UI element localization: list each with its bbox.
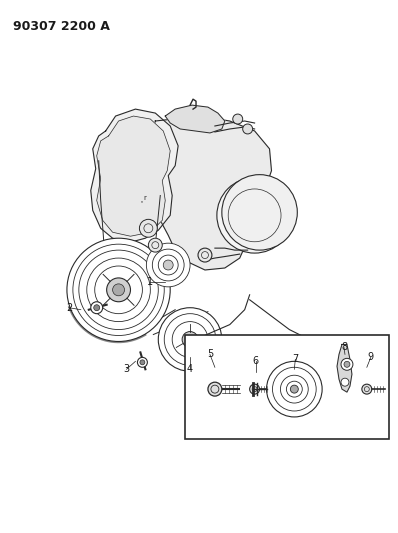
Circle shape: [91, 302, 103, 313]
Circle shape: [362, 384, 372, 394]
Polygon shape: [91, 109, 178, 242]
Circle shape: [107, 278, 131, 302]
Circle shape: [267, 361, 322, 417]
Polygon shape: [165, 105, 225, 133]
Text: 4: 4: [187, 364, 193, 374]
Text: 7: 7: [292, 354, 298, 365]
Text: 8: 8: [341, 342, 347, 352]
Circle shape: [198, 248, 212, 262]
Circle shape: [341, 358, 353, 370]
Circle shape: [243, 124, 253, 134]
Circle shape: [146, 243, 190, 287]
Circle shape: [137, 357, 147, 367]
Bar: [185, 335, 389, 439]
Circle shape: [94, 305, 100, 311]
Text: 3: 3: [123, 364, 130, 374]
Text: 90307 2200 A: 90307 2200 A: [13, 20, 110, 33]
Text: 5: 5: [207, 350, 213, 359]
Text: 1: 1: [147, 277, 153, 287]
Ellipse shape: [217, 177, 293, 253]
Text: 6: 6: [253, 357, 259, 366]
Polygon shape: [337, 344, 352, 392]
Circle shape: [233, 114, 243, 124]
Circle shape: [182, 332, 198, 348]
Text: 2: 2: [66, 303, 72, 313]
Circle shape: [67, 238, 170, 342]
Text: r: r: [143, 196, 146, 201]
Circle shape: [163, 260, 173, 270]
Ellipse shape: [222, 175, 297, 250]
Circle shape: [344, 361, 350, 367]
Circle shape: [113, 284, 125, 296]
Polygon shape: [97, 116, 170, 236]
Circle shape: [291, 385, 298, 393]
Circle shape: [250, 384, 259, 394]
Circle shape: [158, 308, 222, 372]
Circle shape: [341, 378, 349, 386]
Circle shape: [208, 382, 222, 396]
Circle shape: [148, 238, 162, 252]
Text: ⁿ: ⁿ: [140, 201, 142, 206]
Text: 9: 9: [368, 352, 374, 362]
Circle shape: [139, 220, 157, 237]
Circle shape: [140, 360, 145, 365]
Polygon shape: [148, 116, 271, 270]
